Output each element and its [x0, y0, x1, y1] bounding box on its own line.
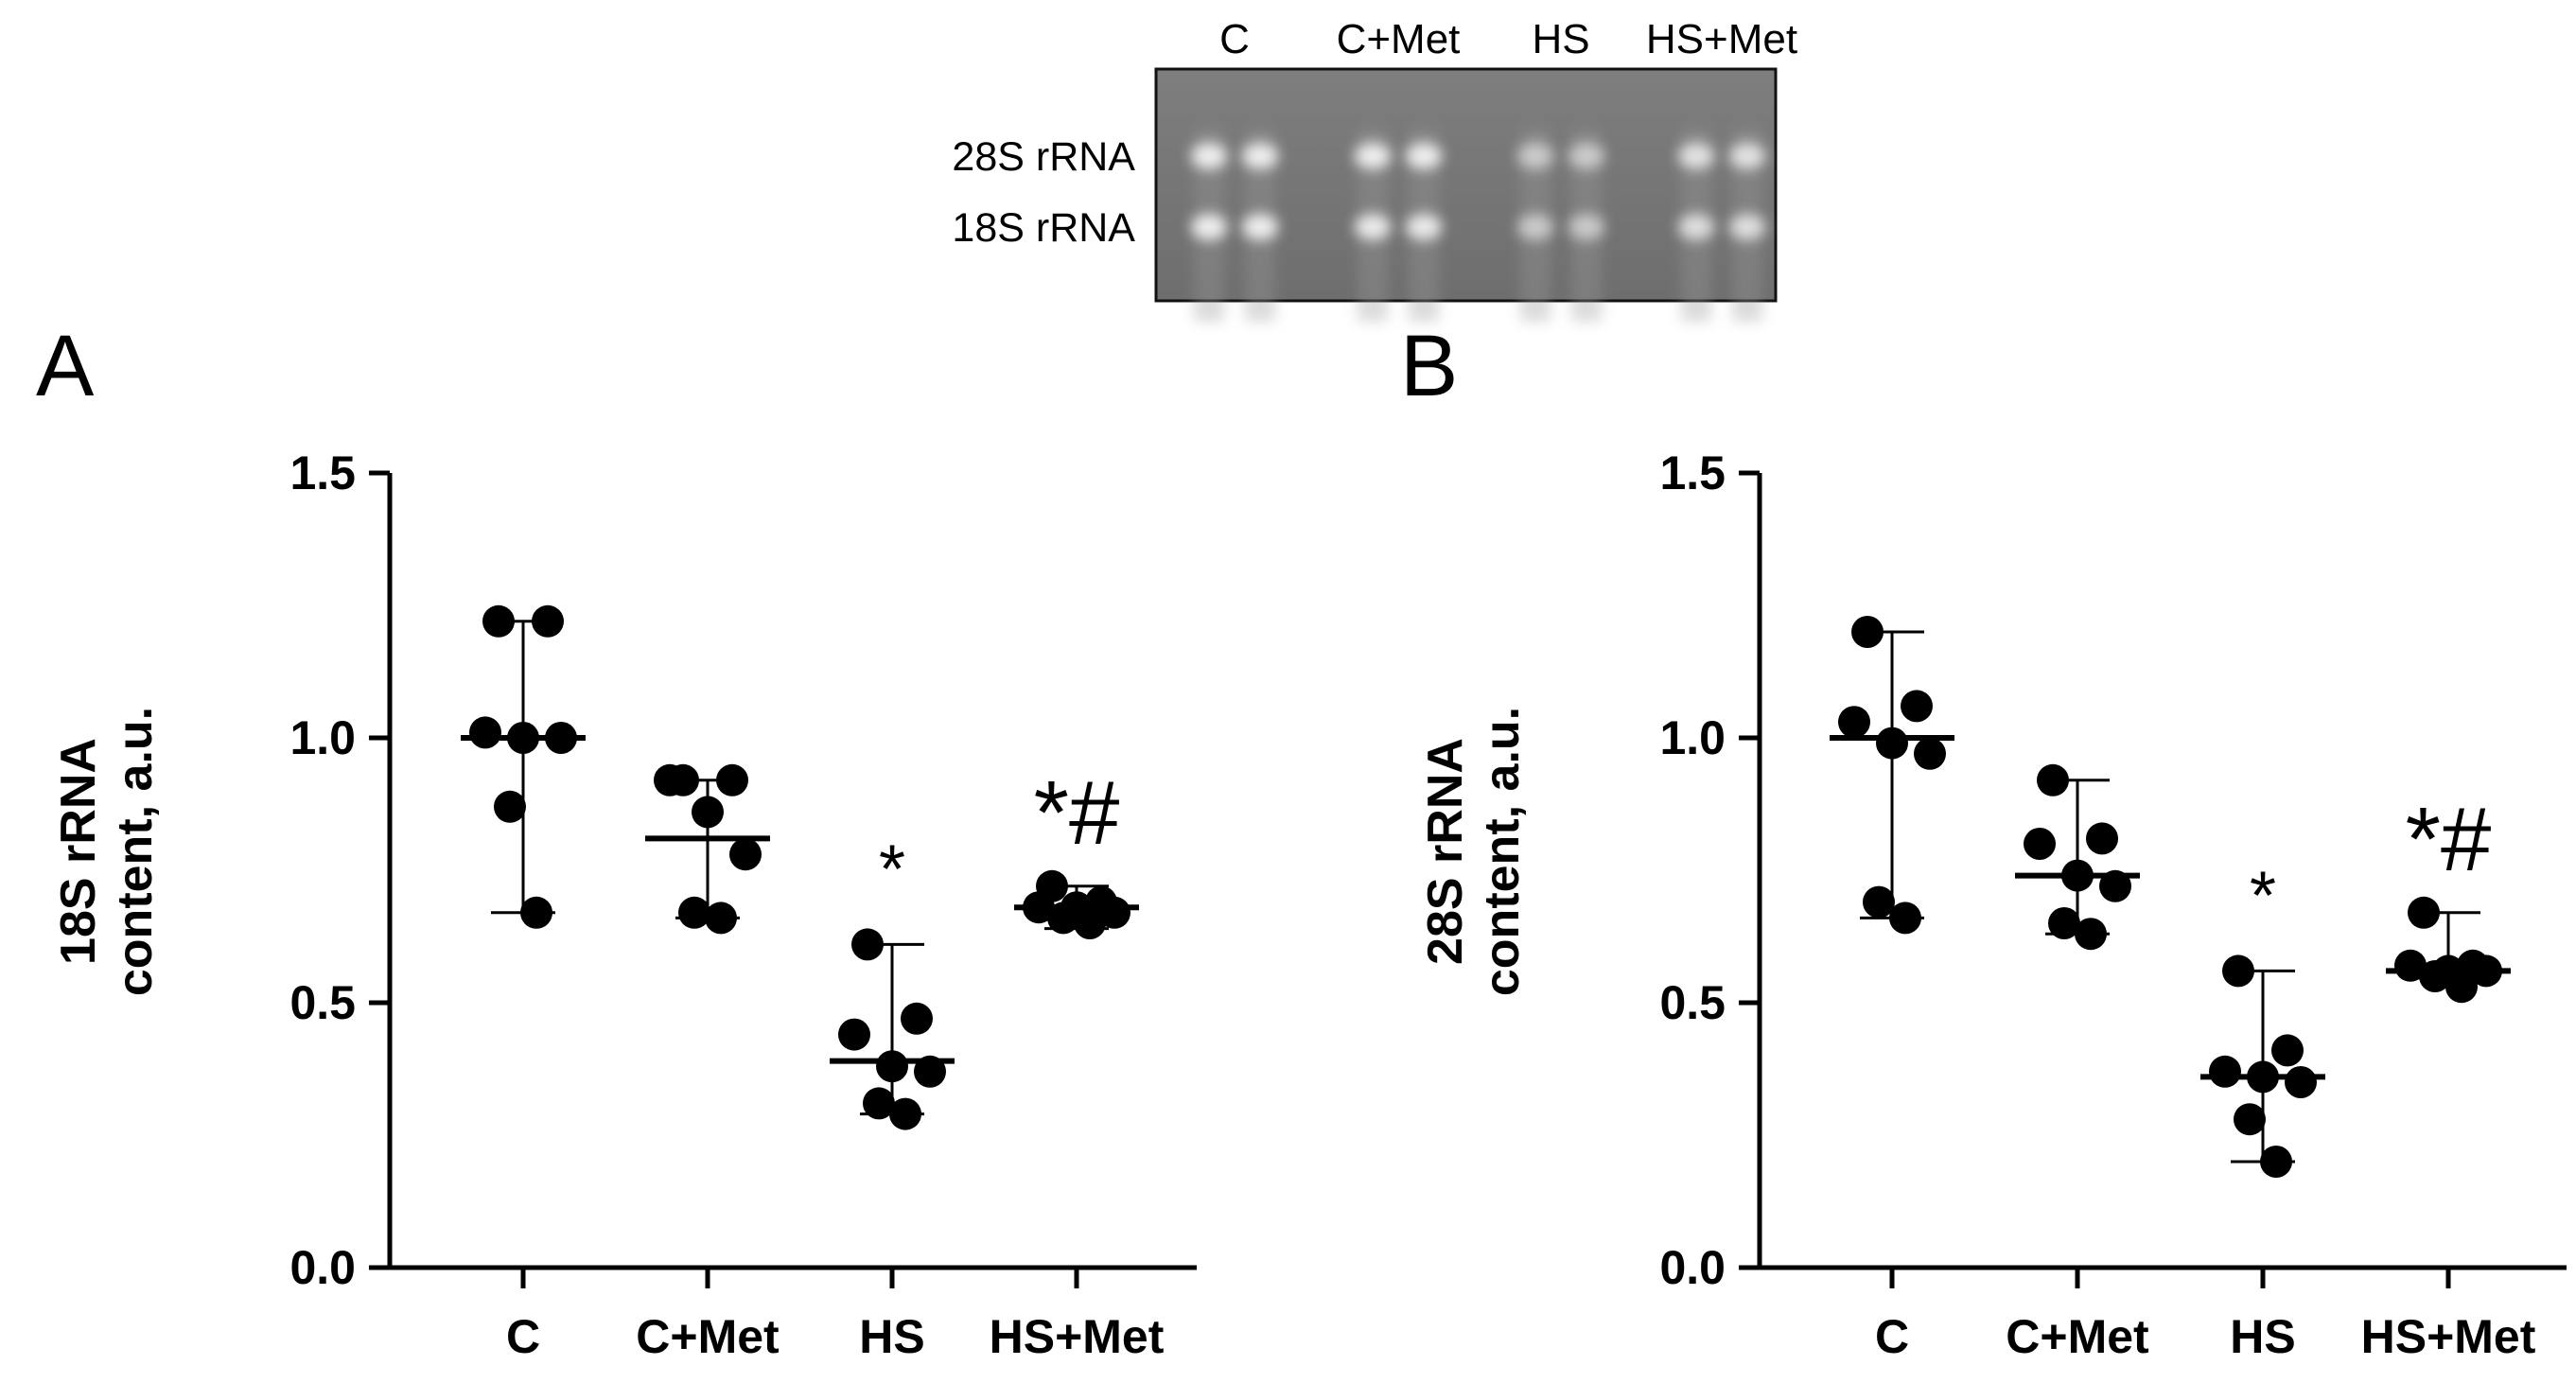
significance-annotation: *# [2406, 789, 2492, 890]
data-point [678, 896, 710, 929]
x-tick-label: HS [2230, 1310, 2295, 1363]
data-point [2209, 1055, 2241, 1088]
gel-band [1406, 214, 1442, 240]
y-axis-label: content, a.u. [1475, 707, 1530, 996]
significance-annotation: *# [1034, 762, 1120, 864]
data-point [1851, 616, 1884, 648]
data-point [889, 1097, 921, 1130]
y-tick-label: 1.0 [1659, 711, 1726, 764]
gel-band [1729, 143, 1765, 169]
data-point [2271, 1034, 2304, 1067]
data-point [2075, 918, 2107, 951]
gel-lane-label: HS+Met [1646, 16, 1797, 62]
y-tick-label: 1.0 [289, 711, 356, 764]
data-point [2024, 828, 2056, 860]
data-point [654, 763, 686, 797]
data-point [2408, 896, 2440, 929]
data-point [729, 838, 762, 871]
gel-band [1242, 214, 1278, 240]
data-point [1914, 737, 1946, 770]
data-point [2260, 1146, 2292, 1178]
data-point [532, 604, 564, 638]
gel-band [1678, 143, 1714, 169]
data-point [863, 1087, 895, 1120]
significance-annotation: * [2250, 858, 2276, 934]
y-tick-label: 1.5 [1659, 446, 1726, 499]
gel-band [1678, 214, 1714, 240]
data-point [1074, 907, 1106, 939]
data-point [494, 790, 526, 823]
data-point [2445, 971, 2478, 1004]
x-tick-label: C+Met [636, 1310, 780, 1363]
y-axis-label: content, a.u. [108, 707, 163, 996]
data-point [876, 1050, 908, 1083]
data-point [2222, 954, 2254, 988]
y-axis-label: 18S rRNA [51, 738, 106, 965]
gel-band-label: 18S rRNA [952, 205, 1135, 251]
chart-panel-b: 0.0 0.5 1.0 1.5 28S rRNA content, a.u. C C+Met H… [1418, 446, 2567, 1363]
gel-band [1517, 214, 1553, 240]
data-point [482, 604, 515, 638]
x-tick-label: C+Met [2006, 1310, 2149, 1363]
panel-letter-a: A [36, 318, 95, 414]
gel-band [1517, 143, 1553, 169]
data-point [705, 902, 737, 935]
y-tick-label: 0.0 [1659, 1241, 1726, 1294]
data-point [1863, 885, 1895, 919]
gel-band [1406, 143, 1442, 169]
y-tick-label: 0.5 [1659, 976, 1726, 1029]
y-tick-label: 0.5 [289, 976, 356, 1029]
data-point [520, 896, 552, 929]
gel-band [1355, 143, 1391, 169]
data-point [1838, 706, 1870, 739]
data-point [2037, 763, 2069, 797]
gel-image: C C+Met HS HS+Met 28S rRNA 18S rRNA [952, 16, 1797, 322]
data-point [838, 1018, 870, 1051]
gel-band [1191, 214, 1227, 240]
x-tick-label: HS+Met [2361, 1310, 2536, 1363]
y-tick-label: 0.0 [289, 1241, 356, 1294]
y-tick-label: 1.5 [289, 446, 356, 499]
gel-band [1729, 214, 1765, 240]
gel-band [1242, 143, 1278, 169]
data-point [901, 1002, 933, 1035]
gel-lane-label: HS [1532, 16, 1589, 62]
data-point [2086, 822, 2118, 855]
x-tick-label: HS [859, 1310, 924, 1363]
data-point [2048, 907, 2080, 939]
data-point [716, 763, 748, 797]
data-point [2285, 1066, 2317, 1098]
gel-lane-label: C [1219, 16, 1250, 62]
x-tick-label: C [506, 1310, 540, 1363]
gel-band [1568, 214, 1604, 240]
data-point [1901, 690, 1933, 723]
gel-band [1191, 143, 1227, 169]
x-tick-label: C [1875, 1310, 1909, 1363]
y-axis-label: 28S rRNA [1418, 738, 1473, 965]
gel-band [1355, 214, 1391, 240]
gel-band-label: 28S rRNA [952, 134, 1135, 180]
data-point [692, 796, 724, 829]
data-point [1876, 727, 1908, 760]
data-point [469, 716, 501, 749]
data-point [851, 928, 884, 961]
x-tick-label: HS+Met [990, 1310, 1165, 1363]
data-point [2234, 1103, 2266, 1136]
gel-band [1568, 143, 1604, 169]
panel-letter-b: B [1400, 318, 1458, 414]
data-point [1889, 902, 1921, 935]
chart-panel-a: 0.0 0.5 1.0 1.5 18S rRNA content, a.u. C C+Met H… [51, 446, 1197, 1363]
gel-lane-label: C+Met [1337, 16, 1461, 62]
significance-annotation: * [879, 832, 905, 907]
